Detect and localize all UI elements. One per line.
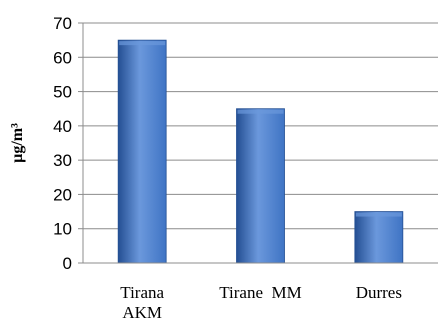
y-axis-title: µg/m³: [9, 123, 26, 163]
y-tick-label: 30: [53, 151, 72, 170]
x-category-label-line: Tirana: [120, 283, 164, 302]
y-tick-label: 10: [53, 220, 72, 239]
bars: [117, 39, 404, 264]
y-tick-label: 50: [53, 83, 72, 102]
x-category-label: Durres: [356, 283, 402, 302]
y-tick-label: 40: [53, 117, 72, 136]
y-tick-label: 70: [53, 14, 72, 33]
bar-0: [117, 39, 167, 264]
bar-2: [354, 211, 404, 264]
bar-1: [236, 108, 285, 264]
x-category-label-line: Tirane MM: [219, 283, 302, 302]
y-tick-label: 60: [53, 48, 72, 67]
x-category-label: Tirana AKM: [120, 283, 164, 322]
x-category-labels: Tirana AKM Tirane MM Durres: [120, 283, 402, 322]
bar-top-highlight-1: [237, 109, 284, 114]
bar-top-highlight-2: [355, 212, 402, 217]
x-category-label: Tirane MM: [219, 283, 302, 302]
bar-top-highlight-0: [119, 41, 166, 46]
y-tick-label: 20: [53, 185, 72, 204]
x-category-label-line: AKM: [122, 303, 162, 322]
y-tick-labels: 0 10 20 30 40 50 60 70: [53, 14, 72, 273]
x-category-label-line: Durres: [356, 283, 402, 302]
y-tick-label: 0: [63, 254, 72, 273]
